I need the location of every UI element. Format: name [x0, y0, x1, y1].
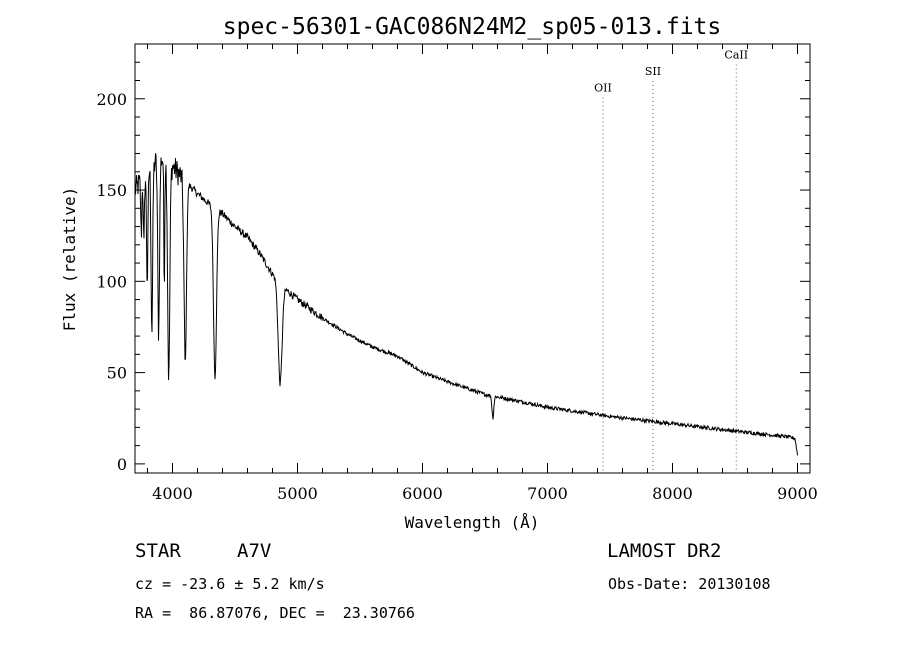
object-class: STAR — [135, 540, 181, 562]
x-tick-label: 8000 — [652, 484, 693, 503]
observation-date: Obs-Date: 20130108 — [608, 575, 771, 593]
y-tick-label: 150 — [96, 181, 127, 200]
plot-border — [134, 43, 811, 474]
object-subclass: A7V — [237, 540, 272, 562]
survey-name: LAMOST DR2 — [607, 540, 722, 562]
y-tick-label: 200 — [96, 90, 127, 109]
redshift-info: cz = -23.6 ± 5.2 km/s — [135, 575, 325, 593]
y-axis-label: Flux (relative) — [60, 187, 79, 332]
y-tick-label: 50 — [107, 364, 127, 383]
y-tick-label: 0 — [117, 455, 127, 474]
x-tick-label: 4000 — [152, 484, 193, 503]
x-tick-label: 5000 — [277, 484, 318, 503]
chart-title: spec-56301-GAC086N24M2_sp05-013.fits — [223, 14, 722, 40]
axis-tick-labels: 4000 5000 6000 7000 8000 9000 0 50 100 150 200 — [96, 90, 817, 503]
x-tick-label: 7000 — [527, 484, 568, 503]
reference-lines: OII SII CaII — [594, 49, 748, 473]
axis-ticks — [135, 44, 810, 473]
coordinates: RA = 86.87076, DEC = 23.30766 — [135, 604, 415, 622]
plot-frame — [134, 43, 811, 474]
reference-line-label: SII — [645, 65, 661, 78]
reference-line-label: CaII — [724, 49, 748, 62]
reference-line-label: OII — [594, 81, 612, 94]
x-tick-label: 9000 — [777, 484, 818, 503]
x-axis-label: Wavelength (Å) — [405, 513, 540, 532]
x-tick-label: 6000 — [402, 484, 443, 503]
y-tick-label: 100 — [96, 272, 127, 291]
spectrum-line — [134, 153, 798, 456]
